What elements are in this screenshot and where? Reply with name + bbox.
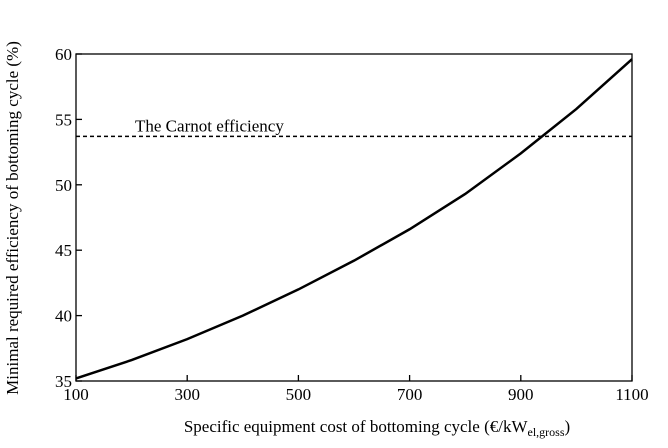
x-axis-label-sub: el,gross <box>528 425 565 439</box>
x-tick-label: 100 <box>63 385 89 404</box>
y-axis-label: Minimal required efficiency of bottoming… <box>3 41 22 395</box>
y-tick-label: 35 <box>55 372 72 391</box>
reference-label: The Carnot efficiency <box>135 116 284 135</box>
x-tick-label: 1100 <box>615 385 648 404</box>
x-axis-label-main: Specific equipment cost of bottoming cyc… <box>184 417 529 436</box>
x-tick-label: 700 <box>397 385 423 404</box>
x-tick-label: 900 <box>508 385 534 404</box>
y-tick-label: 60 <box>55 45 72 64</box>
x-axis-label-end: ) <box>565 417 571 436</box>
line-series <box>75 58 633 380</box>
y-tick-label: 55 <box>55 110 72 129</box>
y-tick-label: 50 <box>55 176 72 195</box>
x-axis-label: Specific equipment cost of bottoming cyc… <box>184 417 570 439</box>
plot-frame <box>75 53 633 382</box>
y-tick-label: 45 <box>55 241 72 260</box>
x-tick-label: 300 <box>174 385 200 404</box>
y-tick-label: 40 <box>55 307 72 326</box>
x-tick-label: 500 <box>286 385 312 404</box>
